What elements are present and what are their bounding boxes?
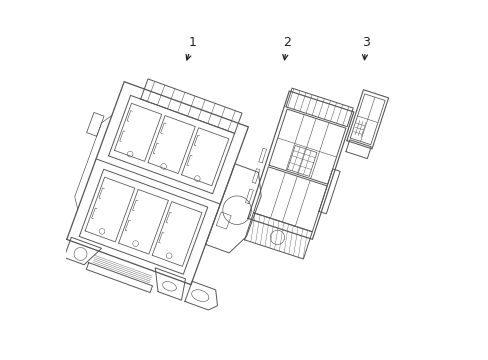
Text: 2: 2 xyxy=(282,36,291,60)
Text: 3: 3 xyxy=(361,36,369,60)
Text: 1: 1 xyxy=(186,36,196,60)
